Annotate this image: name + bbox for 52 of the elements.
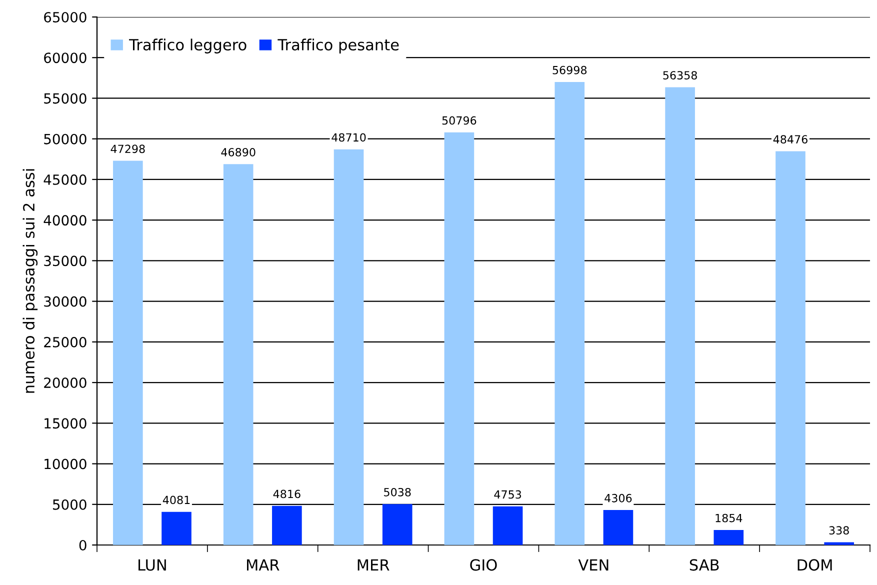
x-tick-label: DOM — [798, 559, 832, 571]
bar — [554, 82, 585, 545]
x-tick-label: SAB — [690, 559, 719, 571]
bar — [603, 510, 634, 545]
y-tick-label: 20000 — [44, 378, 86, 388]
bar — [492, 506, 523, 545]
bar — [776, 151, 806, 545]
y-tick-label: 65000 — [44, 12, 86, 22]
data-label: 50796 — [442, 116, 476, 125]
bar — [665, 87, 695, 545]
y-tick-label: 50000 — [44, 134, 86, 144]
y-tick-label: 30000 — [44, 296, 86, 307]
y-axis-title: numero di passaggi sui 2 assi — [22, 169, 38, 393]
y-tick-label: 40000 — [44, 215, 86, 226]
y-tick-label: 35000 — [44, 256, 86, 266]
bar — [223, 164, 254, 545]
y-tick-label: 60000 — [44, 52, 86, 64]
x-tick-label: MAR — [247, 559, 280, 570]
data-label: 4753 — [494, 490, 522, 499]
bar — [444, 132, 474, 545]
y-tick-label: 45000 — [44, 174, 86, 185]
bar — [334, 149, 364, 545]
data-label: 47298 — [110, 144, 145, 154]
data-label: 46890 — [221, 148, 256, 156]
bar — [113, 160, 143, 545]
x-tick-label: GIO — [470, 559, 497, 571]
bar — [824, 542, 854, 545]
legend-label: Traffico pesante — [278, 38, 399, 54]
data-label: 48476 — [773, 135, 808, 144]
x-tick-label: VEN — [578, 559, 608, 570]
data-label: 5038 — [384, 488, 411, 496]
y-tick-label: 15000 — [44, 418, 86, 429]
bar — [382, 504, 412, 545]
y-tick-label: 0 — [79, 540, 86, 550]
bar — [162, 512, 192, 545]
data-label: 4306 — [604, 494, 632, 502]
data-label: 338 — [829, 526, 849, 535]
data-label: 48710 — [332, 133, 366, 142]
x-tick-label: MER — [358, 559, 390, 570]
data-label: 56358 — [663, 71, 697, 80]
data-label: 4081 — [162, 496, 190, 504]
data-label: 56998 — [552, 66, 587, 74]
legend-label: Traffico leggero — [129, 38, 246, 54]
data-label: 1854 — [716, 514, 742, 522]
bar — [714, 530, 744, 545]
x-tick-label: LUN — [138, 559, 166, 571]
y-tick-label: 10000 — [44, 458, 86, 470]
bar — [272, 506, 302, 545]
y-tick-label: 5000 — [53, 499, 86, 510]
y-tick-label: 25000 — [44, 336, 86, 348]
data-label: 4816 — [273, 490, 300, 498]
y-tick-label: 55000 — [44, 93, 86, 104]
